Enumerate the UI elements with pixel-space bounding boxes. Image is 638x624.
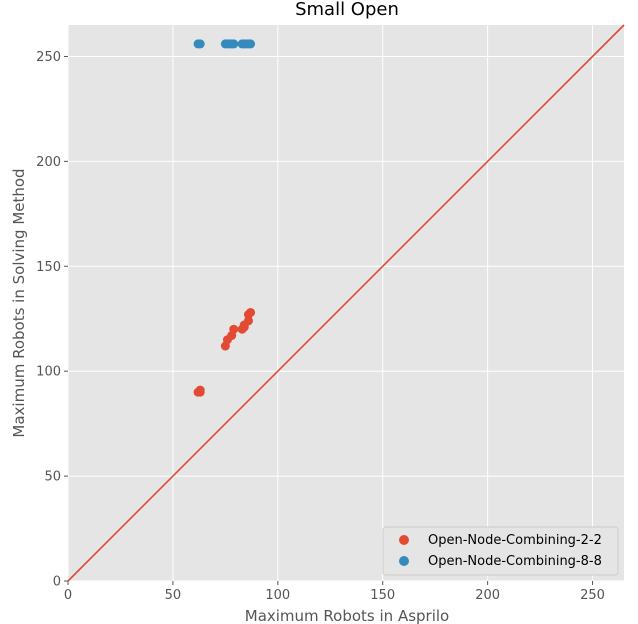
y-tick-label-0: 0 bbox=[53, 575, 61, 590]
y-tick-label-3: 150 bbox=[36, 260, 61, 275]
y-axis-ticks: 0 50 100 150 200 250 bbox=[36, 50, 68, 590]
chart-title: Small Open bbox=[295, 0, 399, 20]
x-tick-label-1: 50 bbox=[165, 588, 182, 603]
reference-line-group bbox=[67, 24, 625, 582]
point-s1-6 bbox=[229, 39, 239, 49]
legend-marker-0 bbox=[399, 535, 409, 545]
point-s0-2 bbox=[195, 385, 205, 395]
legend-marker-1 bbox=[399, 556, 409, 566]
legend: Open-Node-Combining-2-2 Open-Node-Combin… bbox=[382, 526, 619, 576]
legend-label-0: Open-Node-Combining-2-2 bbox=[428, 533, 602, 548]
point-s0-10 bbox=[243, 316, 253, 326]
y-tick-label-2: 100 bbox=[36, 365, 61, 380]
x-tick-label-0: 0 bbox=[64, 588, 72, 603]
point-s0-6 bbox=[229, 324, 239, 334]
reference-line bbox=[67, 24, 625, 582]
x-tick-label-3: 150 bbox=[370, 588, 395, 603]
legend-box bbox=[382, 526, 619, 576]
x-axis-ticks: 0 50 100 150 200 250 bbox=[64, 581, 605, 603]
y-tick-label-1: 50 bbox=[44, 470, 61, 485]
x-tick-label-4: 200 bbox=[475, 588, 500, 603]
point-s1-11 bbox=[246, 39, 256, 49]
y-axis-label: Maximum Robots in Solving Method bbox=[10, 168, 28, 437]
y-tick-label-4: 200 bbox=[36, 155, 61, 170]
point-s1-1 bbox=[195, 39, 205, 49]
grid-lines bbox=[67, 25, 624, 582]
x-tick-label-5: 250 bbox=[580, 588, 605, 603]
x-axis-label: Maximum Robots in Asprilo bbox=[245, 607, 450, 624]
point-s0-12 bbox=[246, 307, 256, 317]
legend-label-1: Open-Node-Combining-8-8 bbox=[428, 554, 602, 569]
data-points bbox=[193, 39, 256, 397]
y-tick-label-5: 250 bbox=[36, 50, 61, 65]
x-tick-label-2: 100 bbox=[265, 588, 290, 603]
